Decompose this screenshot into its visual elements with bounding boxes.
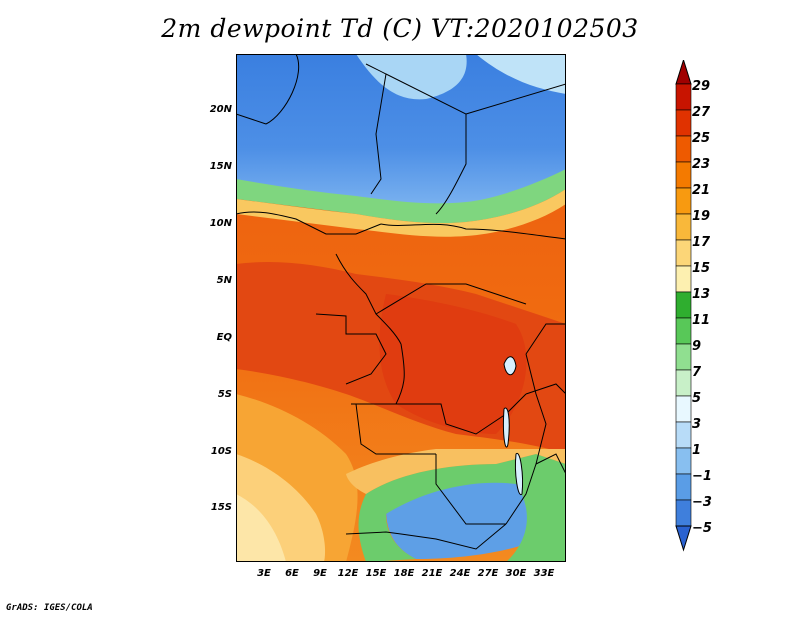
colorbar-box (675, 213, 692, 241)
lat-label-10s: 10S (210, 446, 232, 457)
southwest-pale (236, 494, 286, 562)
light-blue-patch-2 (476, 54, 566, 94)
lakes (503, 356, 523, 496)
dewpoint-map (236, 54, 566, 562)
colorbar (675, 60, 692, 552)
light-blue-patch (356, 54, 467, 100)
colorbar-box (675, 187, 692, 215)
colorbar-label-15: 15 (692, 261, 711, 276)
colorbar-label-11: 11 (692, 313, 711, 328)
lat-label-15s: 15S (210, 502, 232, 513)
colorbar-box (675, 161, 692, 189)
colorbar-arrow-top (675, 60, 692, 85)
colorbar-box (675, 109, 692, 137)
yellow-band-north (236, 189, 566, 237)
yellow-south (346, 449, 566, 494)
lon-label-3e: 3E (257, 568, 271, 579)
colorbar-label-25: 25 (692, 131, 711, 146)
humid-core-east (379, 294, 527, 434)
colorbar-label-9: 9 (692, 339, 702, 354)
colorbar-box (675, 135, 692, 163)
colorbar-box (675, 83, 692, 111)
colorbar-box (675, 291, 692, 319)
colorbar-box (675, 317, 692, 345)
colorbar-label-21: 21 (692, 183, 711, 198)
transition-band-north (236, 169, 566, 224)
colorbar-label-7: 7 (692, 365, 702, 380)
colorbar-box (675, 473, 692, 501)
colorbar-box (675, 395, 692, 423)
lon-label-24e: 24E (449, 568, 471, 579)
colorbar-arrow-bottom (675, 525, 692, 552)
lon-label-18e: 18E (393, 568, 415, 579)
lon-label-15e: 15E (365, 568, 387, 579)
lon-label-30e: 30E (505, 568, 527, 579)
colorbar-label-1: 1 (692, 443, 702, 458)
colorbar-box (675, 239, 692, 267)
colorbar-boxes (675, 60, 692, 552)
lat-label-eq: EQ (216, 332, 232, 343)
lon-label-12e: 12E (337, 568, 359, 579)
lat-label-20n: 20N (209, 104, 232, 115)
colorbar-box (675, 447, 692, 475)
lon-label-27e: 27E (477, 568, 499, 579)
colorbar-box (675, 369, 692, 397)
colorbar-label-17: 17 (692, 235, 711, 250)
green-south (358, 454, 566, 562)
country-borders (236, 54, 566, 550)
colorbar-label-29: 29 (692, 79, 711, 94)
colorbar-label-23: 23 (692, 157, 711, 172)
dry-region-north (236, 54, 566, 211)
colorbar-label-neg1: −1 (692, 469, 712, 484)
lon-label-9e: 9E (313, 568, 327, 579)
colorbar-label-27: 27 (692, 105, 711, 120)
colorbar-box (675, 265, 692, 293)
lat-label-15n: 15N (209, 161, 232, 172)
map-title: 2m dewpoint Td (C) VT:2020102503 (161, 14, 639, 43)
colorbar-box (675, 421, 692, 449)
colorbar-label-13: 13 (692, 287, 711, 302)
lon-label-33e: 33E (533, 568, 555, 579)
colorbar-label-neg5: −5 (692, 521, 712, 536)
colorbar-label-3: 3 (692, 417, 702, 432)
lat-label-5s: 5S (217, 389, 232, 400)
footer-credit: GrADS: IGES/COLA (6, 603, 93, 613)
colorbar-box (675, 499, 692, 527)
colorbar-label-neg3: −3 (692, 495, 712, 510)
lat-label-10n: 10N (209, 218, 232, 229)
colorbar-label-19: 19 (692, 209, 711, 224)
colorbar-label-5: 5 (692, 391, 702, 406)
colorbar-box (675, 343, 692, 371)
lat-label-5n: 5N (216, 275, 232, 286)
lon-label-21e: 21E (421, 568, 443, 579)
map-frame (236, 54, 566, 562)
lon-label-6e: 6E (285, 568, 299, 579)
dry-region-south (386, 477, 533, 559)
